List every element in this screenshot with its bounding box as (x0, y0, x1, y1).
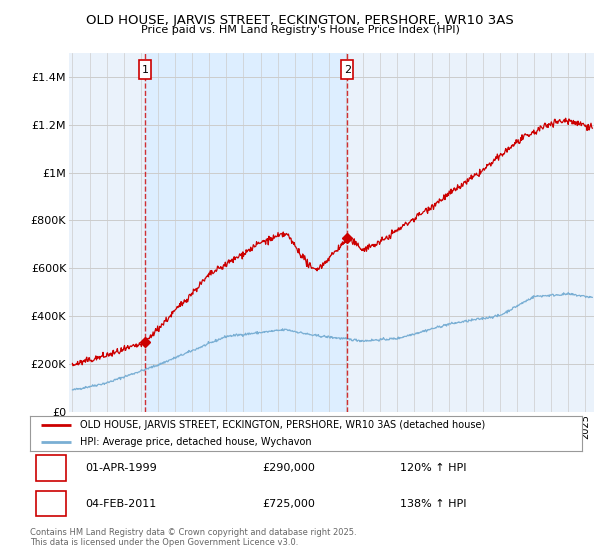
Text: 04-FEB-2011: 04-FEB-2011 (85, 498, 157, 508)
Text: Contains HM Land Registry data © Crown copyright and database right 2025.
This d: Contains HM Land Registry data © Crown c… (30, 528, 356, 547)
FancyBboxPatch shape (341, 60, 353, 80)
Bar (145, 53, 347, 412)
Text: £725,000: £725,000 (262, 498, 315, 508)
Text: 2: 2 (47, 498, 54, 508)
Text: 1: 1 (47, 463, 54, 473)
Text: 120% ↑ HPI: 120% ↑ HPI (400, 463, 466, 473)
Text: Price paid vs. HM Land Registry's House Price Index (HPI): Price paid vs. HM Land Registry's House … (140, 25, 460, 35)
Text: 1: 1 (142, 65, 149, 75)
Text: OLD HOUSE, JARVIS STREET, ECKINGTON, PERSHORE, WR10 3AS: OLD HOUSE, JARVIS STREET, ECKINGTON, PER… (86, 14, 514, 27)
FancyBboxPatch shape (139, 60, 151, 80)
Text: OLD HOUSE, JARVIS STREET, ECKINGTON, PERSHORE, WR10 3AS (detached house): OLD HOUSE, JARVIS STREET, ECKINGTON, PER… (80, 421, 485, 431)
Text: HPI: Average price, detached house, Wychavon: HPI: Average price, detached house, Wych… (80, 437, 311, 447)
Text: 138% ↑ HPI: 138% ↑ HPI (400, 498, 466, 508)
Text: £290,000: £290,000 (262, 463, 315, 473)
Text: 2: 2 (344, 65, 351, 75)
FancyBboxPatch shape (35, 491, 66, 516)
Text: 01-APR-1999: 01-APR-1999 (85, 463, 157, 473)
FancyBboxPatch shape (35, 455, 66, 480)
